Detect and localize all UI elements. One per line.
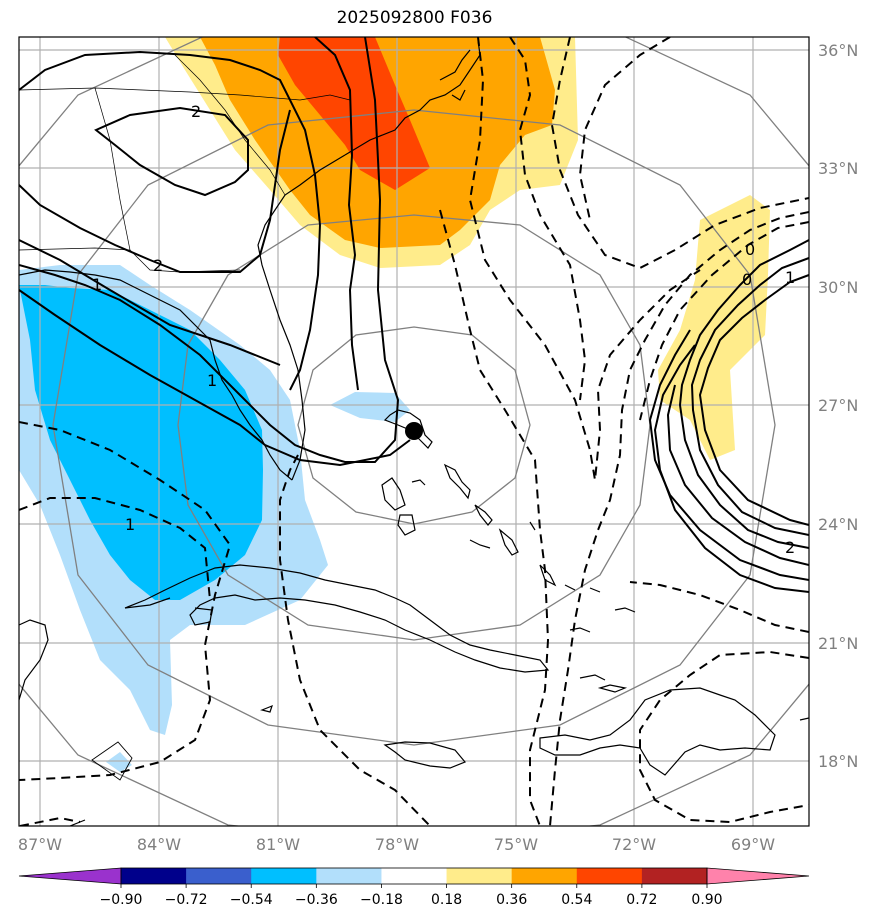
colorbar-segment [186, 868, 252, 884]
lon-label: 72°W [612, 835, 656, 854]
lat-label: 21°N [818, 634, 858, 653]
map-frame [18, 36, 810, 827]
lon-label: 78°W [375, 835, 419, 854]
colorbar-label: 0.54 [561, 892, 592, 908]
coastlines [19, 39, 809, 826]
contour-label: 2 [153, 256, 163, 275]
lat-label: 33°N [818, 159, 858, 178]
storm-center-marker [405, 422, 423, 440]
contour-label: 0 [742, 270, 752, 289]
lat-label: 36°N [818, 41, 858, 60]
colorbar-label: 0.72 [626, 892, 657, 908]
colorbar-segment [641, 868, 708, 884]
contour-label: 1 [785, 268, 795, 287]
colorbar-segment [446, 868, 513, 884]
colorbar-extend-high [706, 867, 810, 885]
contour-labels: 2 2 1 1 1 0 0 1 2 [92, 102, 795, 557]
colorbar-segment [251, 868, 317, 884]
colorbar-label: −0.18 [360, 892, 403, 908]
contour-label: 1 [92, 275, 102, 294]
colorbar-segment [121, 868, 187, 884]
latitude-labels: 36°N 33°N 30°N 27°N 24°N 21°N 18°N [818, 41, 858, 771]
colorbar-label: −0.54 [230, 892, 273, 908]
colorbar-label: 0.36 [496, 892, 527, 908]
colorbar-segment [316, 868, 382, 884]
lon-label: 84°W [137, 835, 181, 854]
colorbar-label: −0.90 [100, 892, 143, 908]
colorbar-frame [120, 867, 708, 885]
colorbar-segment [381, 868, 448, 884]
lon-label: 87°W [18, 835, 62, 854]
contour-label: 0 [745, 240, 755, 259]
colorbar-label: −0.72 [165, 892, 208, 908]
contour-label: 2 [191, 102, 201, 121]
lon-label: 69°W [731, 835, 775, 854]
lat-label: 27°N [818, 396, 858, 415]
colorbar-label: 0.90 [691, 892, 722, 908]
lon-label: 75°W [494, 835, 538, 854]
lat-label: 30°N [818, 278, 858, 297]
lat-label: 18°N [818, 752, 858, 771]
graticule [19, 37, 809, 826]
colorbar-segment [511, 868, 578, 884]
colorbar-label: −0.36 [295, 892, 338, 908]
colorbar-label: 0.18 [431, 892, 462, 908]
colorbar: −0.90 −0.72 −0.54 −0.36 −0.18 0.18 0.36 0.54 0.7… [18, 867, 810, 908]
contour-label: 2 [785, 538, 795, 557]
colorbar-extend-low [18, 867, 122, 885]
longitude-labels: 87°W 84°W 81°W 78°W 75°W 72°W 69°W [18, 835, 775, 854]
solid-contours [19, 37, 809, 593]
dashed-contours [19, 37, 809, 826]
contour-label: 1 [207, 371, 217, 390]
map-title: 2025092800 F036 [336, 8, 493, 28]
contour-label: 1 [125, 515, 135, 534]
lon-label: 81°W [256, 835, 300, 854]
colorbar-segment [576, 868, 643, 884]
lat-label: 24°N [818, 515, 858, 534]
